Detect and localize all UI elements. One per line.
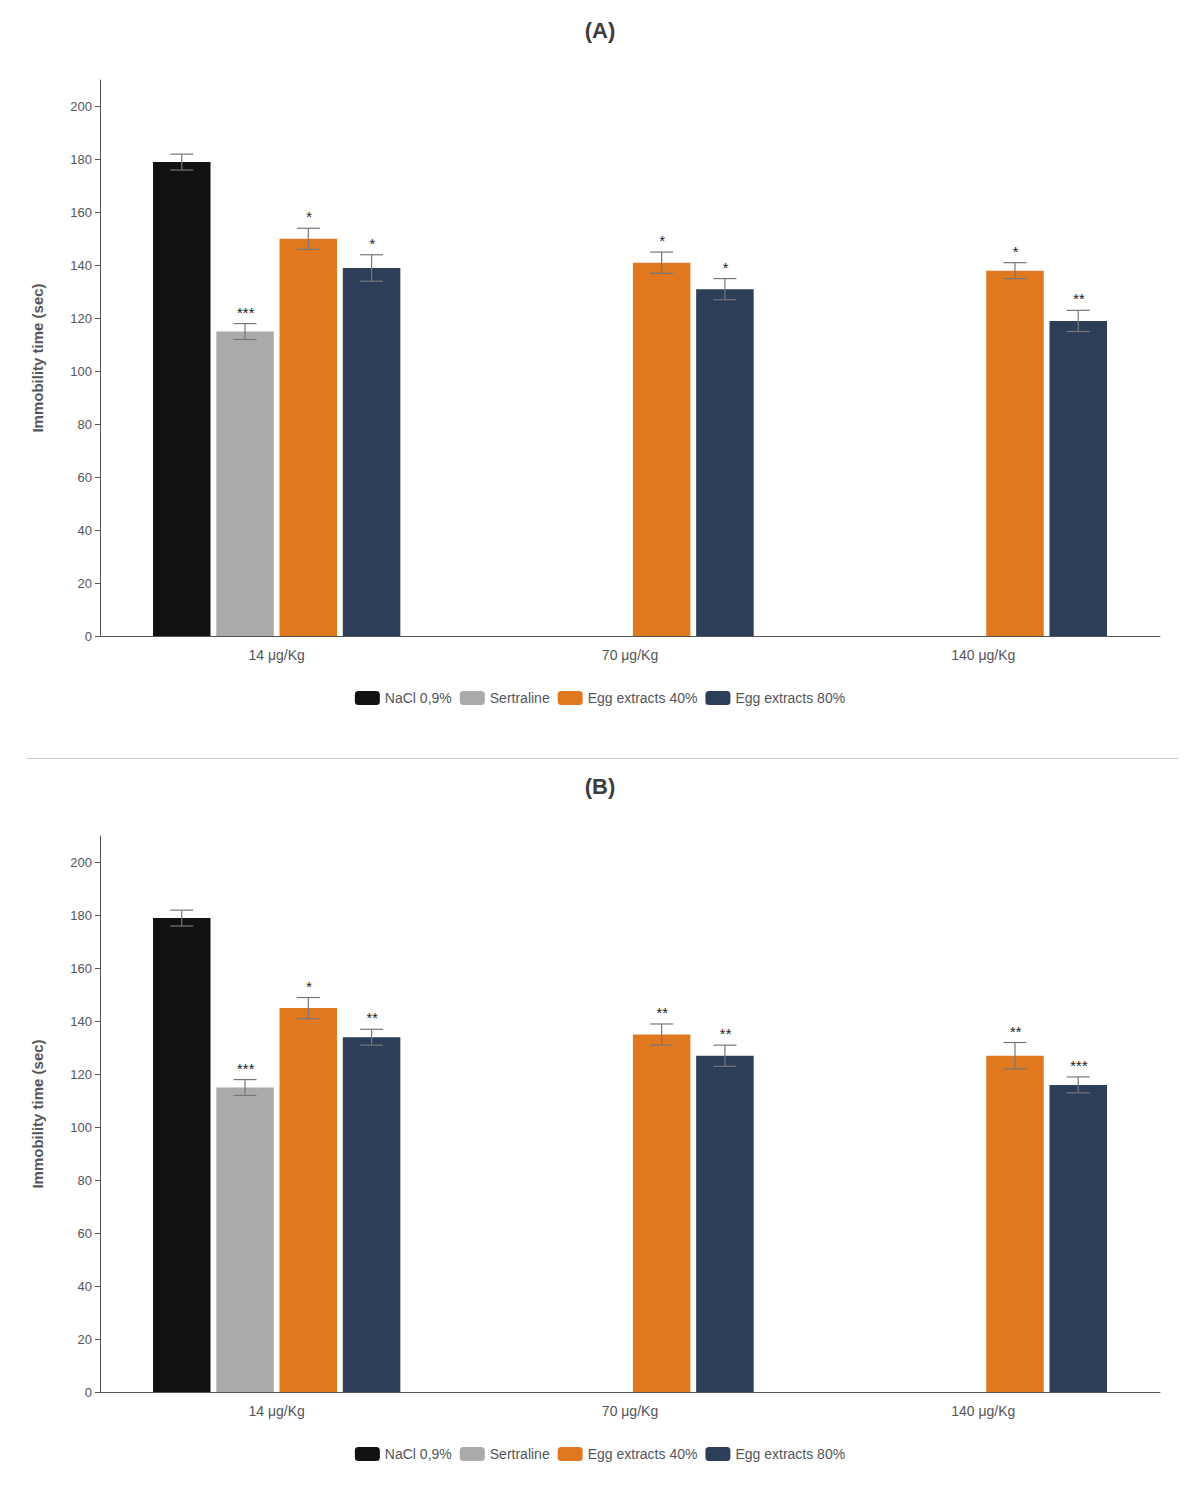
svg-text:*: * [722, 259, 729, 276]
svg-text:140 μg/Kg: 140 μg/Kg [951, 1403, 1015, 1419]
svg-text:140 μg/Kg: 140 μg/Kg [951, 647, 1015, 663]
svg-text:***: *** [236, 1060, 255, 1077]
svg-text:*: * [659, 232, 666, 249]
svg-text:Immobility time (sec): Immobility time (sec) [29, 1039, 46, 1188]
svg-text:120: 120 [70, 1067, 92, 1082]
svg-text:Sertraline: Sertraline [490, 690, 550, 706]
svg-text:80: 80 [78, 1173, 92, 1188]
svg-text:NaCl 0,9%: NaCl 0,9% [385, 690, 452, 706]
svg-text:*: * [1012, 243, 1019, 260]
svg-text:*: * [369, 235, 376, 252]
svg-text:(B): (B) [585, 774, 616, 799]
svg-text:60: 60 [78, 1226, 92, 1241]
svg-text:20: 20 [78, 1332, 92, 1347]
svg-text:Immobility time (sec): Immobility time (sec) [29, 283, 46, 432]
svg-text:14 μg/Kg: 14 μg/Kg [249, 647, 305, 663]
svg-text:40: 40 [78, 523, 92, 538]
svg-text:Egg extracts 40%: Egg extracts 40% [588, 690, 698, 706]
svg-text:0: 0 [85, 629, 92, 644]
svg-text:**: ** [656, 1004, 669, 1021]
svg-text:60: 60 [78, 470, 92, 485]
svg-text:NaCl 0,9%: NaCl 0,9% [385, 1446, 452, 1462]
svg-text:Egg extracts 80%: Egg extracts 80% [735, 1446, 845, 1462]
svg-text:200: 200 [70, 99, 92, 114]
svg-text:Sertraline: Sertraline [490, 1446, 550, 1462]
svg-text:160: 160 [70, 961, 92, 976]
svg-text:80: 80 [78, 417, 92, 432]
svg-text:***: *** [236, 304, 255, 321]
svg-text:***: *** [1069, 1057, 1088, 1074]
svg-text:120: 120 [70, 311, 92, 326]
svg-text:100: 100 [70, 1120, 92, 1135]
svg-text:14 μg/Kg: 14 μg/Kg [249, 1403, 305, 1419]
svg-text:Egg extracts 40%: Egg extracts 40% [588, 1446, 698, 1462]
svg-text:160: 160 [70, 205, 92, 220]
svg-text:140: 140 [70, 258, 92, 273]
svg-text:0: 0 [85, 1385, 92, 1400]
svg-text:*: * [305, 208, 312, 225]
svg-text:Egg extracts 80%: Egg extracts 80% [735, 690, 845, 706]
svg-text:70 μg/Kg: 70 μg/Kg [602, 1403, 658, 1419]
svg-text:100: 100 [70, 364, 92, 379]
svg-text:40: 40 [78, 1279, 92, 1294]
svg-text:180: 180 [70, 908, 92, 923]
svg-text:140: 140 [70, 1014, 92, 1029]
svg-text:180: 180 [70, 152, 92, 167]
svg-text:20: 20 [78, 576, 92, 591]
svg-text:**: ** [1072, 290, 1085, 307]
svg-text:200: 200 [70, 855, 92, 870]
svg-text:**: ** [719, 1025, 732, 1042]
svg-text:(A): (A) [585, 18, 616, 43]
svg-text:*: * [305, 978, 312, 995]
svg-text:**: ** [366, 1009, 379, 1026]
svg-text:70 μg/Kg: 70 μg/Kg [602, 647, 658, 663]
svg-text:**: ** [1009, 1023, 1022, 1040]
